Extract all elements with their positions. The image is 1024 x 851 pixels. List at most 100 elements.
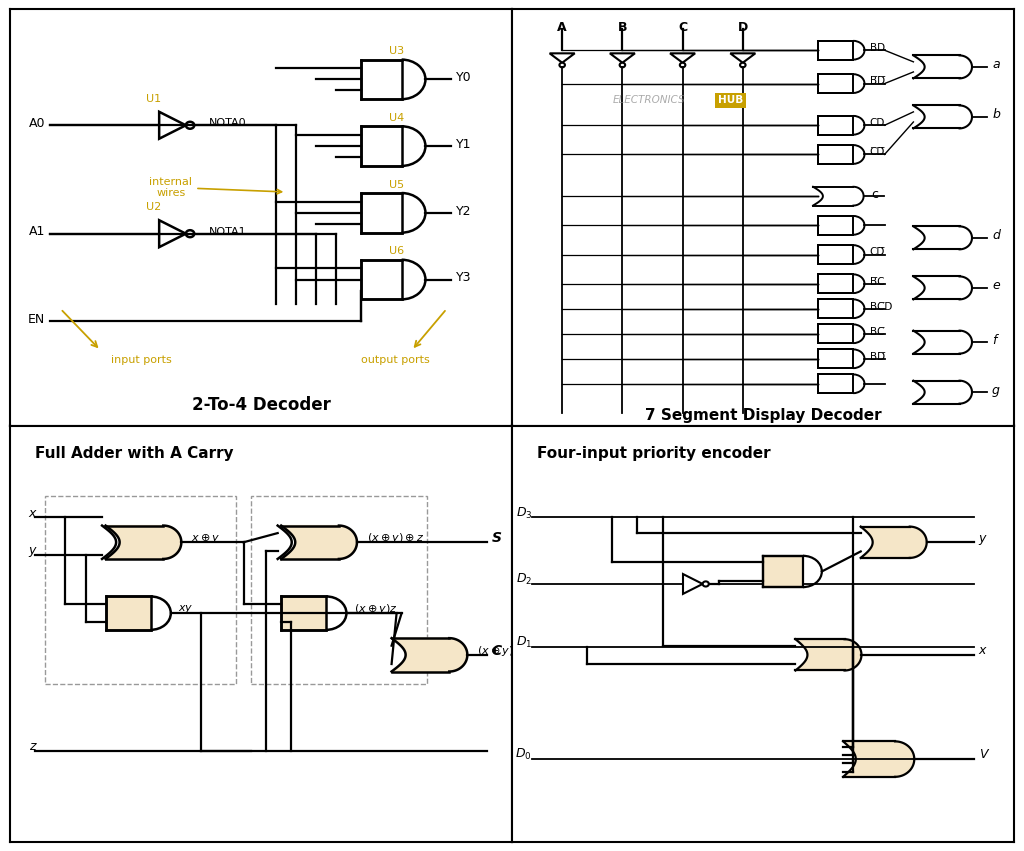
Text: NOTA1: NOTA1 xyxy=(209,226,246,237)
Bar xyxy=(818,350,853,368)
Text: 7 Segment Display Decoder: 7 Segment Display Decoder xyxy=(644,408,882,423)
Text: C: C xyxy=(492,643,502,658)
Polygon shape xyxy=(913,380,972,403)
Text: $D_1$: $D_1$ xyxy=(516,635,532,650)
Text: CD: CD xyxy=(869,118,885,129)
Text: C: C xyxy=(678,21,687,34)
Polygon shape xyxy=(550,54,574,63)
Polygon shape xyxy=(391,638,467,671)
Bar xyxy=(361,260,401,300)
Polygon shape xyxy=(683,574,702,594)
Text: A1: A1 xyxy=(29,226,45,238)
Polygon shape xyxy=(105,526,181,559)
Polygon shape xyxy=(610,54,635,63)
Text: z: z xyxy=(29,740,35,753)
Text: EN: EN xyxy=(28,312,45,326)
Text: C̅D̅: C̅D̅ xyxy=(869,147,885,157)
Text: $D_2$: $D_2$ xyxy=(516,572,532,587)
Bar xyxy=(818,324,853,343)
Circle shape xyxy=(740,63,745,67)
Bar xyxy=(818,41,853,60)
Polygon shape xyxy=(159,111,186,139)
Text: a: a xyxy=(992,59,999,71)
Circle shape xyxy=(680,63,685,67)
Polygon shape xyxy=(913,106,972,129)
Text: x: x xyxy=(28,506,35,520)
Polygon shape xyxy=(861,527,927,558)
Bar xyxy=(105,597,151,630)
Circle shape xyxy=(186,122,195,129)
Text: $D_0$: $D_0$ xyxy=(515,747,532,762)
Polygon shape xyxy=(670,54,695,63)
Polygon shape xyxy=(282,526,357,559)
Text: g: g xyxy=(992,384,999,397)
Text: d: d xyxy=(992,229,999,243)
Text: B: B xyxy=(617,21,627,34)
Polygon shape xyxy=(843,741,914,777)
Text: U4: U4 xyxy=(389,113,404,123)
Bar xyxy=(818,245,853,264)
Polygon shape xyxy=(913,226,972,249)
Text: U6: U6 xyxy=(389,247,404,256)
Text: D: D xyxy=(737,21,748,34)
Text: $(x \oplus y)z + xy$: $(x \oplus y)z + xy$ xyxy=(477,643,548,658)
Polygon shape xyxy=(813,186,863,206)
Text: NOTA0: NOTA0 xyxy=(209,118,246,129)
Text: $xy$: $xy$ xyxy=(178,603,194,615)
Circle shape xyxy=(559,63,565,67)
Bar xyxy=(818,116,853,134)
Polygon shape xyxy=(913,55,972,78)
Circle shape xyxy=(620,63,625,67)
Text: BD̅: BD̅ xyxy=(869,351,885,362)
Circle shape xyxy=(186,231,195,237)
Text: c: c xyxy=(871,187,879,201)
Text: $(x \oplus y) \oplus z$: $(x \oplus y) \oplus z$ xyxy=(367,531,424,545)
Text: Y3: Y3 xyxy=(456,271,471,284)
Text: CD̅: CD̅ xyxy=(869,248,885,258)
Bar xyxy=(282,597,327,630)
Text: B̅C: B̅C xyxy=(869,277,884,287)
Bar xyxy=(45,496,236,684)
Text: U2: U2 xyxy=(145,202,161,212)
Text: Y2: Y2 xyxy=(456,205,471,218)
Circle shape xyxy=(702,581,709,586)
Polygon shape xyxy=(913,277,972,300)
Text: f: f xyxy=(992,334,996,346)
Bar xyxy=(763,556,803,587)
Text: A: A xyxy=(557,21,567,34)
Text: b: b xyxy=(992,108,999,122)
Text: A0: A0 xyxy=(29,117,45,129)
Polygon shape xyxy=(913,331,972,353)
Bar xyxy=(818,145,853,164)
Text: Y1: Y1 xyxy=(456,138,471,151)
Text: U1: U1 xyxy=(145,94,161,104)
Bar xyxy=(361,193,401,232)
Text: output ports: output ports xyxy=(361,355,430,364)
Text: BC̅D: BC̅D xyxy=(869,301,892,311)
Bar xyxy=(818,374,853,393)
Text: ELECTRONICS: ELECTRONICS xyxy=(612,95,685,106)
Text: Full Adder with A Carry: Full Adder with A Carry xyxy=(35,446,233,461)
Text: input ports: input ports xyxy=(111,355,171,364)
Text: e: e xyxy=(992,279,999,292)
Bar xyxy=(361,60,401,100)
Text: S: S xyxy=(492,531,502,545)
Text: BC̅: BC̅ xyxy=(869,327,884,337)
Bar xyxy=(251,496,427,684)
Text: x: x xyxy=(979,644,986,657)
Polygon shape xyxy=(796,639,861,671)
Text: Four-input priority encoder: Four-input priority encoder xyxy=(537,446,771,461)
Text: V: V xyxy=(979,748,987,762)
Text: $x \oplus y$: $x \oplus y$ xyxy=(191,532,220,545)
Text: B̅D̅: B̅D̅ xyxy=(869,77,885,87)
Bar xyxy=(818,216,853,235)
Text: U5: U5 xyxy=(389,180,404,190)
Bar xyxy=(818,300,853,318)
Text: Y0: Y0 xyxy=(456,71,471,84)
Text: y: y xyxy=(979,532,986,545)
Text: $(x \oplus y)z$: $(x \oplus y)z$ xyxy=(354,602,397,616)
Bar xyxy=(361,126,401,166)
Text: y: y xyxy=(28,544,35,557)
Polygon shape xyxy=(730,54,756,63)
Text: $D_3$: $D_3$ xyxy=(515,505,532,521)
